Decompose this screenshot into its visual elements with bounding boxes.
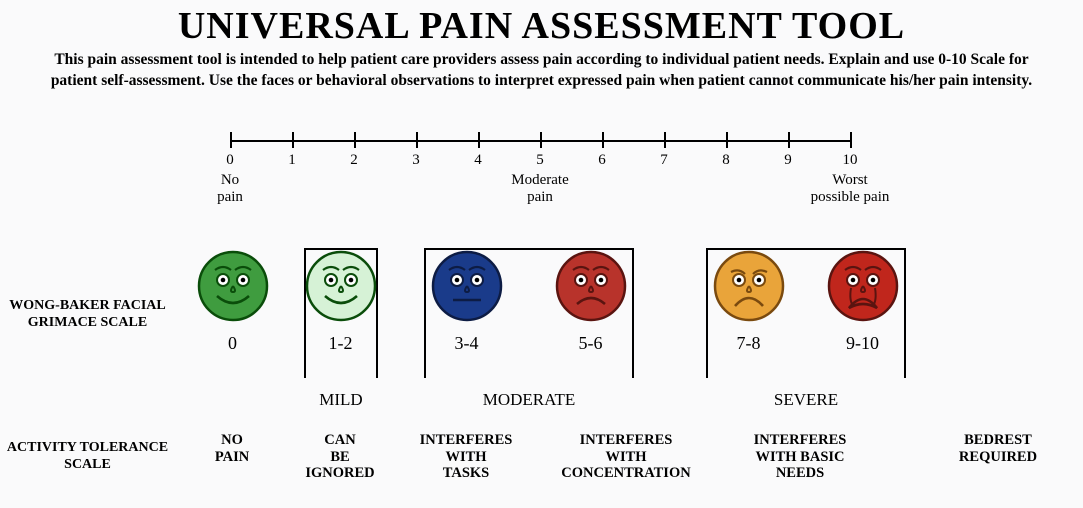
tick-label-10: 10	[830, 152, 870, 169]
tick-label-5: 5	[520, 152, 560, 169]
tick-6	[602, 132, 604, 148]
tick-label-4: 4	[458, 152, 498, 169]
face-7to8: 7-8	[696, 250, 801, 354]
face-range-label: 9-10	[810, 333, 915, 354]
tick-2	[354, 132, 356, 148]
face-range-label: 3-4	[414, 333, 519, 354]
activity-item-5: BEDREST REQUIRED	[918, 432, 1078, 465]
subtitle: This pain assessment tool is intended to…	[0, 48, 1083, 98]
face-range-label: 1-2	[288, 333, 393, 354]
face-3to4: 3-4	[414, 250, 519, 354]
activity-item-4: INTERFERES WITH BASIC NEEDS	[720, 432, 880, 482]
tick-label-2: 2	[334, 152, 374, 169]
severity-moderate: MODERATE	[424, 390, 634, 410]
tick-label-8: 8	[706, 152, 746, 169]
face-0: 0	[180, 250, 285, 354]
severity-severe: SEVERE	[706, 390, 906, 410]
activity-item-3: INTERFERES WITH CONCENTRATION	[546, 432, 706, 482]
tick-1	[292, 132, 294, 148]
tick-label-6: 6	[582, 152, 622, 169]
tick-label-0: 0	[210, 152, 250, 169]
tick-label-1: 1	[272, 152, 312, 169]
scale-anchor-10: Worst possible pain	[800, 172, 900, 207]
tick-7	[664, 132, 666, 148]
tick-label-9: 9	[768, 152, 808, 169]
tick-8	[726, 132, 728, 148]
tick-label-7: 7	[644, 152, 684, 169]
tick-label-3: 3	[396, 152, 436, 169]
face-range-label: 0	[180, 333, 285, 354]
face-range-label: 5-6	[538, 333, 643, 354]
tick-9	[788, 132, 790, 148]
numeric-scale: 012345678910 No painModerate painWorst p…	[220, 132, 860, 222]
tick-0	[230, 132, 232, 148]
face-9to10: 9-10	[810, 250, 915, 354]
page-title: UNIVERSAL PAIN ASSESSMENT TOOL	[0, 0, 1083, 48]
tick-10	[850, 132, 852, 148]
activity-item-2: INTERFERES WITH TASKS	[386, 432, 546, 482]
face-5to6: 5-6	[538, 250, 643, 354]
tick-3	[416, 132, 418, 148]
scale-anchor-5: Moderate pain	[490, 172, 590, 207]
tick-4	[478, 132, 480, 148]
wong-baker-label: WONG-BAKER FACIAL GRIMACE SCALE	[0, 298, 175, 332]
face-1to2: 1-2	[288, 250, 393, 354]
tick-5	[540, 132, 542, 148]
face-range-label: 7-8	[696, 333, 801, 354]
scale-anchor-0: No pain	[180, 172, 280, 207]
severity-mild: MILD	[304, 390, 378, 410]
activity-tolerance-label: ACTIVITY TOLERANCE SCALE	[0, 440, 175, 474]
